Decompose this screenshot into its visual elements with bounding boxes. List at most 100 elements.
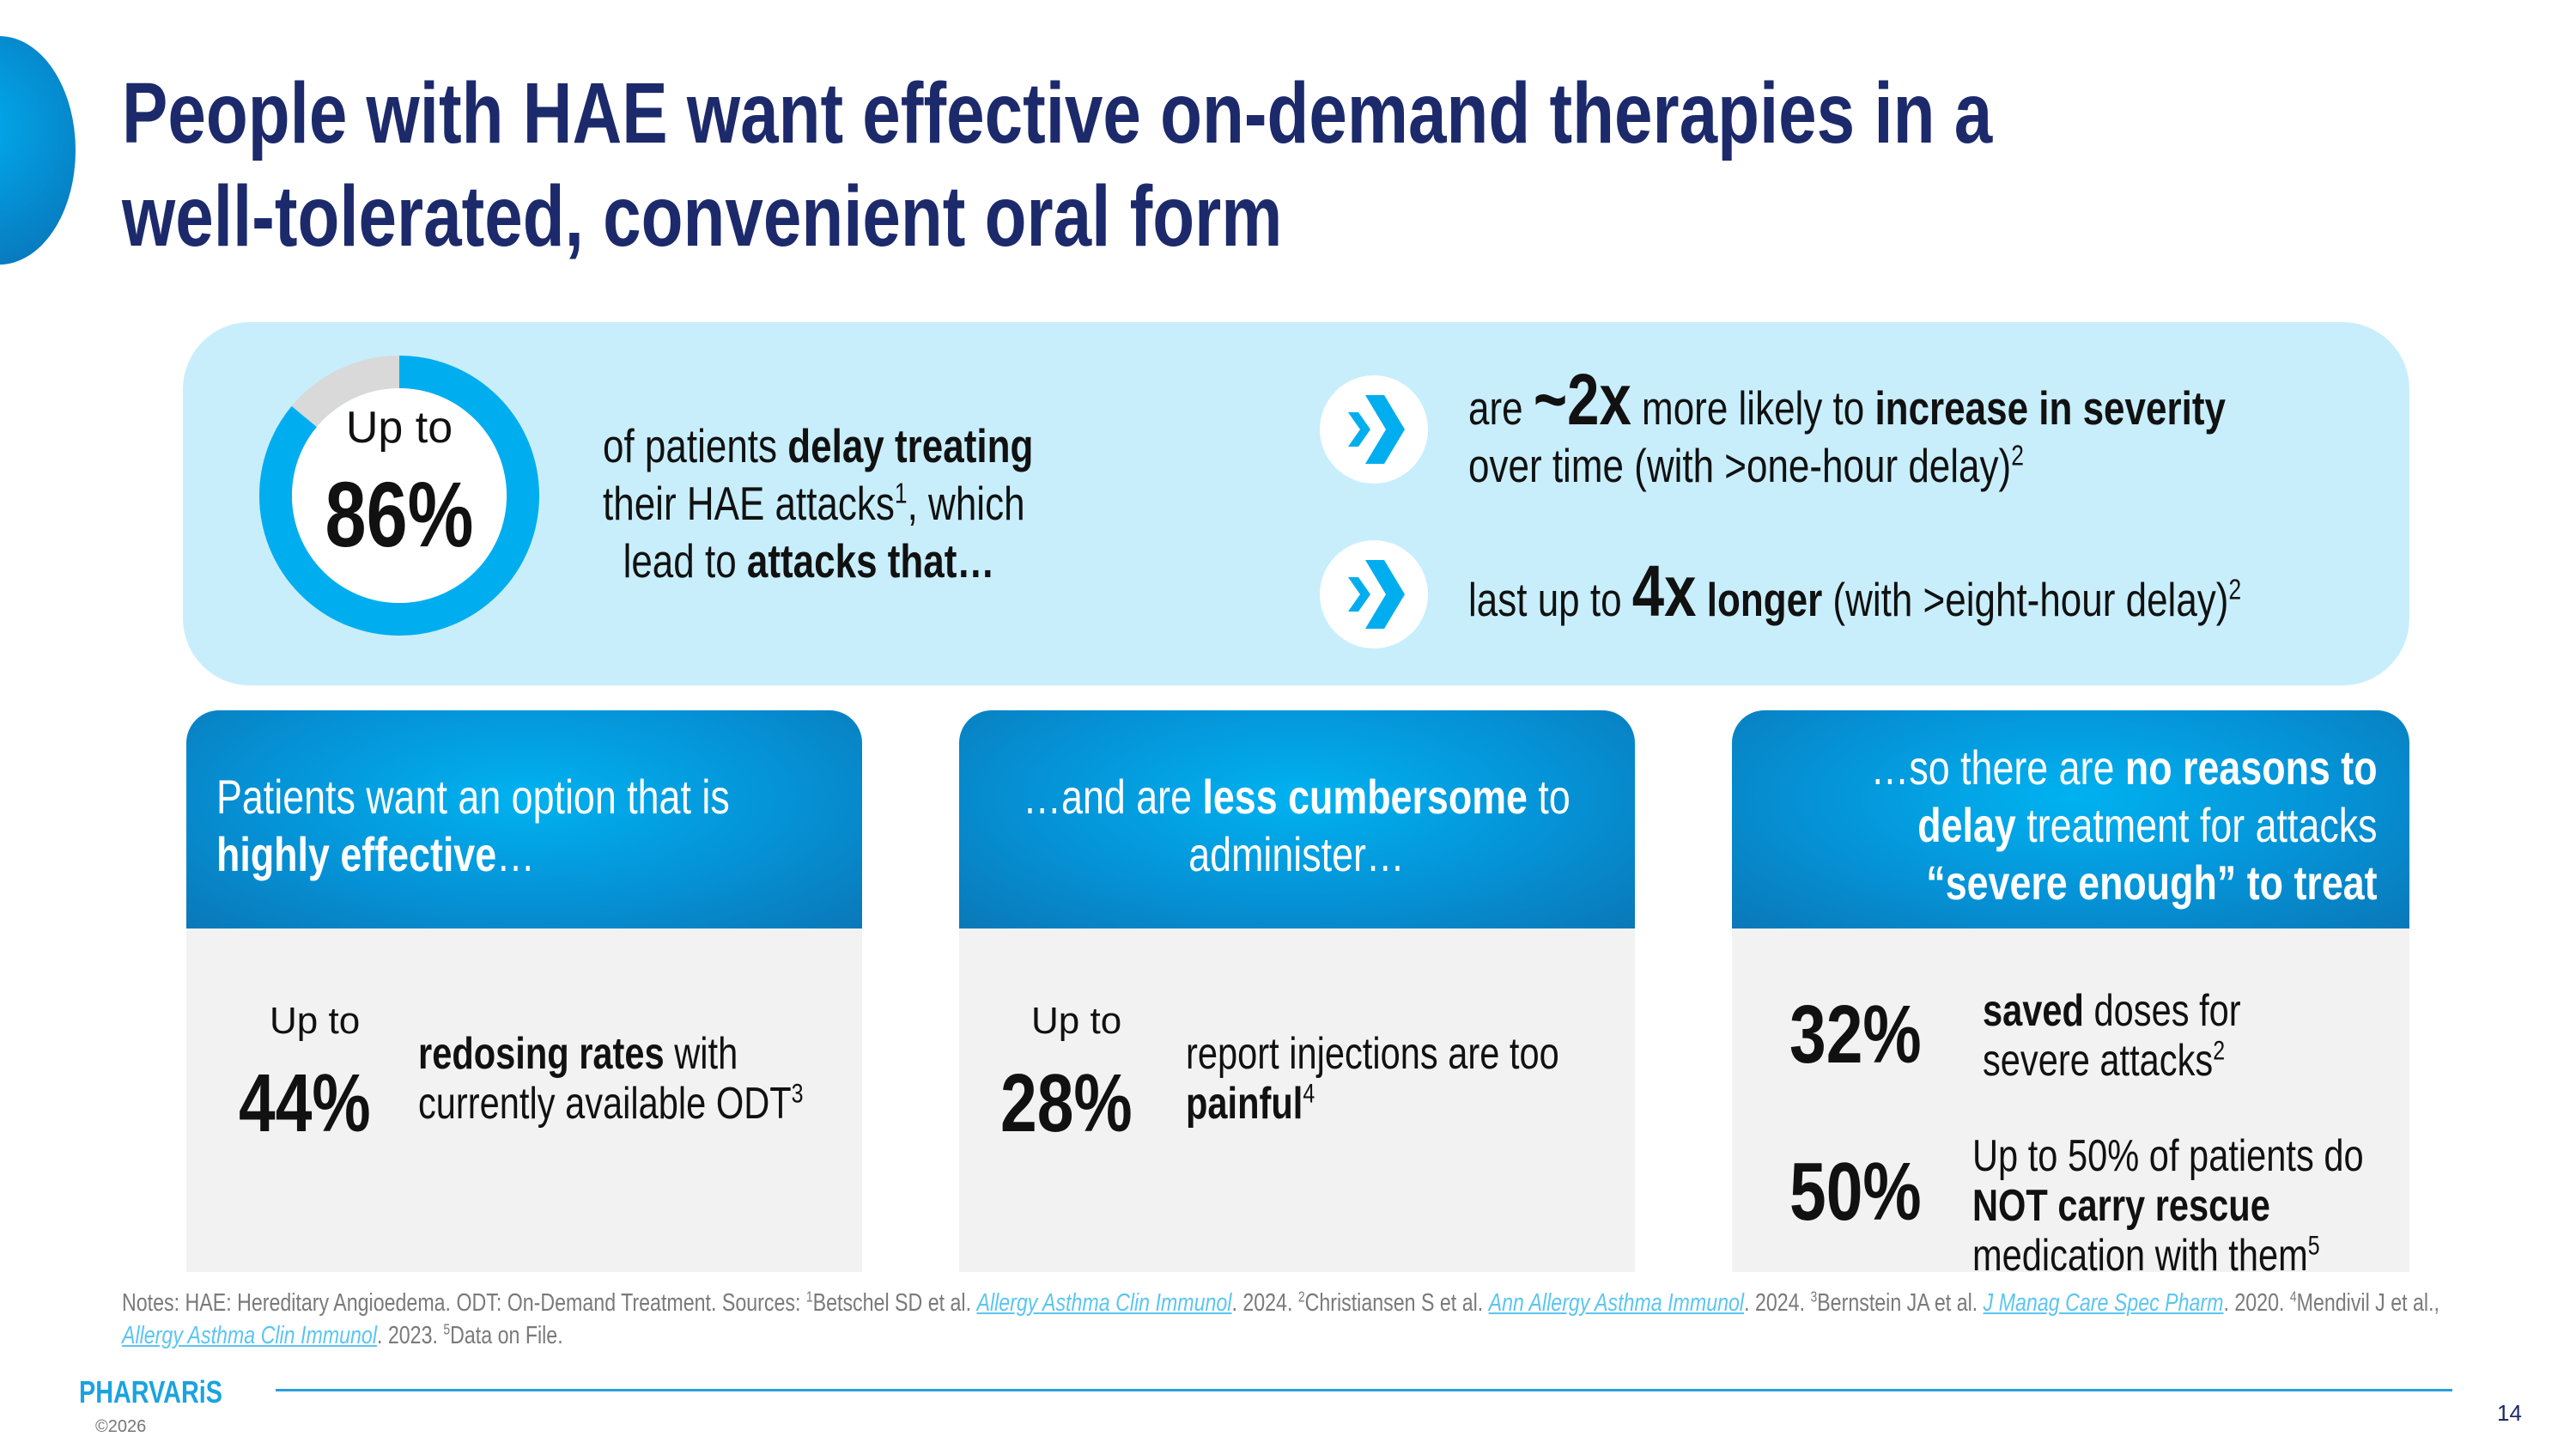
text: Patients want an option that is — [216, 770, 730, 824]
text-bold: longer — [1696, 573, 1823, 626]
card-effective — [186, 710, 862, 1272]
text: their HAE attacks — [603, 477, 895, 530]
text: administer… — [1188, 827, 1405, 881]
text: . 2024. — [1231, 1289, 1298, 1317]
footnote: 5 — [2307, 1230, 2320, 1261]
text: currently available ODT — [418, 1079, 792, 1129]
footnote: 2 — [2228, 573, 2242, 606]
copyright: ©2026 — [95, 1417, 147, 1436]
text-bold: no reasons to — [2125, 740, 2378, 795]
donut-label-top: Up to — [345, 403, 453, 453]
double-chevron-right-icon — [1320, 540, 1428, 648]
double-chevron-right-icon — [1320, 375, 1428, 484]
decorative-circle — [0, 36, 76, 265]
card-body — [186, 928, 862, 1272]
footnote: 2 — [2213, 1035, 2226, 1066]
card-no-delay — [1732, 710, 2409, 1272]
footnote: 1 — [894, 477, 908, 509]
text: Notes: HAE: Hereditary Angioedema. ODT: … — [122, 1289, 806, 1317]
text-bold: less cumbersome — [1202, 770, 1528, 824]
card-1-heading: Patients want an option that is highly e… — [216, 768, 730, 883]
title-line-1: People with HAE want effective on-demand… — [122, 65, 1993, 161]
stat-text: report injections are too painful4 — [1186, 1029, 1559, 1129]
text-bold: painful — [1186, 1079, 1303, 1129]
text-bold: highly effective — [216, 827, 497, 881]
stat-value: 28% — [1000, 1057, 1133, 1149]
text: report injections are too — [1186, 1029, 1559, 1079]
up-to-label: Up to — [1031, 1000, 1122, 1042]
text-bold: delay — [1917, 798, 2017, 852]
footer-divider — [276, 1389, 2452, 1391]
card-body — [959, 928, 1635, 1272]
stat-value: 44% — [239, 1057, 371, 1149]
text-bold: “severe enough” to treat — [1926, 855, 2378, 910]
footnotes: Notes: HAE: Hereditary Angioedema. ODT: … — [122, 1287, 2458, 1352]
stat-value: 50% — [1789, 1146, 1922, 1238]
text: . 2023. — [376, 1322, 444, 1349]
stat-value: 32% — [1789, 989, 1922, 1081]
footnote: 2 — [1297, 1288, 1305, 1306]
text: over time (with >one-hour delay) — [1468, 439, 2012, 492]
citation-link[interactable]: Allergy Asthma Clin Immunol — [122, 1322, 377, 1349]
text: lead to — [623, 534, 747, 588]
text: are — [1468, 381, 1534, 435]
footnote: 2 — [2011, 439, 2024, 472]
text: …and are — [1023, 770, 1203, 824]
summary-panel — [183, 322, 2409, 685]
text: (with >eight-hour delay) — [1822, 573, 2229, 626]
text: Christiansen S et al. — [1304, 1289, 1489, 1317]
text-bold: delay treating — [787, 419, 1034, 472]
text: , which — [907, 477, 1025, 530]
card-header — [186, 710, 862, 928]
text: . 2020. — [2223, 1289, 2290, 1317]
text: medication with them — [1972, 1231, 2308, 1281]
card-convenient — [959, 710, 1635, 1272]
footnote: 3 — [791, 1078, 804, 1109]
page-number: 14 — [2497, 1400, 2522, 1426]
donut-value-arc — [259, 356, 539, 636]
card-3-heading: …so there are no reasons to delay treatm… — [1871, 739, 2378, 911]
stat-text: redosing rates with currently available … — [418, 1029, 804, 1129]
highlight-number: 4x — [1631, 551, 1697, 631]
text-bold: increase in severity — [1874, 381, 2226, 435]
up-to-label: Up to — [270, 1000, 361, 1042]
text: Mendivil J et al., — [2296, 1289, 2439, 1317]
text: with — [664, 1029, 738, 1079]
point-2-text: last up to 4x longer (with >eight-hour d… — [1468, 555, 2242, 629]
text: treatment for attacks — [2016, 798, 2378, 852]
text: last up to — [1468, 573, 1632, 626]
highlight-number: ~2x — [1533, 359, 1631, 440]
title-line-2: well-tolerated, convenient oral form — [122, 168, 1283, 265]
page-title: People with HAE want effective on-demand… — [122, 62, 1992, 268]
text: …so there are — [1870, 740, 2126, 795]
citation-link[interactable]: Allergy Asthma Clin Immunol — [976, 1289, 1232, 1317]
donut-value: 86% — [325, 462, 474, 566]
card-header — [1732, 710, 2409, 928]
footnote: 1 — [805, 1288, 813, 1306]
company-logo: PHARVARiS — [79, 1374, 222, 1409]
stat-text: saved doses for severe attacks2 — [1983, 986, 2241, 1086]
point-1-text: are ~2x more likely to increase in sever… — [1468, 363, 2226, 495]
citation-link[interactable]: Ann Allergy Asthma Immunol — [1488, 1289, 1745, 1317]
donut-chart — [259, 356, 539, 636]
text-bold: saved — [1983, 986, 2084, 1036]
text: more likely to — [1631, 381, 1875, 435]
footnote: 3 — [1810, 1288, 1818, 1306]
text-bold: redosing rates — [418, 1029, 665, 1079]
text: Data on File. — [450, 1322, 563, 1349]
text: severe attacks — [1983, 1036, 2214, 1086]
card-2-heading: …and are less cumbersome to administer… — [1022, 768, 1571, 883]
card-header — [959, 710, 1635, 928]
text-bold: attacks that… — [746, 534, 995, 588]
citation-link[interactable]: J Manag Care Spec Pharm — [1983, 1289, 2224, 1317]
footnote: 5 — [443, 1320, 451, 1338]
stat-text: Up to 50% of patients do NOT carry rescu… — [1972, 1131, 2364, 1281]
footnote: 4 — [2289, 1288, 2297, 1306]
text: doses for — [2083, 986, 2241, 1036]
donut-hole — [292, 388, 507, 603]
lead-text: of patients delay treating their HAE att… — [603, 417, 1033, 590]
text: Betschel SD et al. — [812, 1289, 977, 1317]
text: Up to 50% of patients do — [1972, 1131, 2364, 1181]
text: of patients — [603, 419, 788, 472]
footnote: 4 — [1303, 1078, 1315, 1109]
